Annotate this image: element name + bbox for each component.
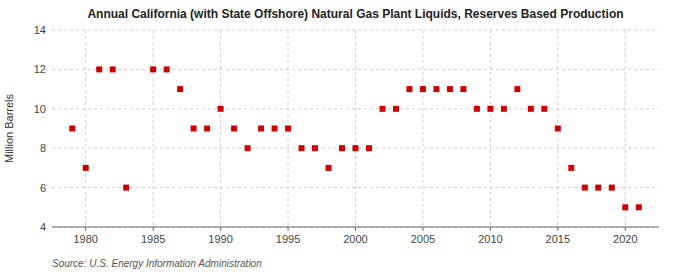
point: [379, 106, 385, 112]
y-tick-label: 12: [34, 63, 46, 75]
x-grid-line: [153, 30, 154, 227]
y-axis-label: Million Barrels: [3, 93, 15, 163]
point: [258, 126, 264, 132]
x-axis-line: [52, 227, 659, 228]
x-tick: [490, 227, 491, 231]
source-note: Source: U.S. Energy Information Administ…: [52, 258, 262, 269]
points: [69, 66, 642, 210]
x-tick: [557, 227, 558, 231]
point: [487, 106, 493, 112]
axes: 4 6 8 10 12 14 1980 1985 1990 1995 2000 2005 2010 201…: [34, 24, 659, 245]
point: [541, 106, 547, 112]
x-tick-label: 2020: [613, 233, 637, 245]
x-tick: [85, 227, 86, 231]
point: [514, 86, 520, 92]
point: [204, 126, 210, 132]
x-grid-line: [490, 30, 491, 227]
point: [96, 66, 102, 72]
point: [406, 86, 412, 92]
x-tick-label: 2010: [478, 233, 502, 245]
x-tick: [220, 227, 221, 231]
point: [326, 165, 332, 171]
point: [474, 106, 480, 112]
point: [460, 86, 466, 92]
point: [433, 86, 439, 92]
point: [272, 126, 278, 132]
chart: Annual California (with State Offshore) …: [0, 0, 675, 275]
point: [595, 185, 601, 191]
point: [339, 145, 345, 151]
point: [245, 145, 251, 151]
point: [366, 145, 372, 151]
x-tick-label: 2015: [546, 233, 570, 245]
x-tick-label: 2000: [343, 233, 367, 245]
point: [555, 126, 561, 132]
point: [447, 86, 453, 92]
x-grid-line: [625, 30, 626, 227]
point: [622, 204, 628, 210]
point: [528, 106, 534, 112]
x-tick-label: 1985: [141, 233, 165, 245]
x-tick: [288, 227, 289, 231]
point: [123, 185, 129, 191]
point: [299, 145, 305, 151]
y-tick-label: 14: [34, 24, 46, 36]
point: [218, 106, 224, 112]
y-tick-label: 6: [40, 182, 46, 194]
x-tick: [422, 227, 423, 231]
grid: [52, 30, 659, 227]
point: [568, 165, 574, 171]
x-tick: [153, 227, 154, 231]
x-tick-label: 1990: [208, 233, 232, 245]
point: [110, 66, 116, 72]
x-tick-label: 2005: [411, 233, 435, 245]
y-grid-line: [52, 69, 659, 70]
point: [164, 66, 170, 72]
point: [393, 106, 399, 112]
x-tick: [355, 227, 356, 231]
y-tick-label: 8: [40, 142, 46, 154]
point: [177, 86, 183, 92]
point: [69, 126, 75, 132]
title: Annual California (with State Offshore) …: [87, 7, 623, 21]
y-grid-line: [52, 227, 659, 228]
point: [285, 126, 291, 132]
y-tick-label: 10: [34, 103, 46, 115]
point: [501, 106, 507, 112]
x-grid-line: [220, 30, 221, 227]
point: [609, 185, 615, 191]
point: [191, 126, 197, 132]
x-tick: [625, 227, 626, 231]
point: [636, 204, 642, 210]
point: [582, 185, 588, 191]
point: [353, 145, 359, 151]
x-grid-line: [355, 30, 356, 227]
point: [312, 145, 318, 151]
y-tick-label: 4: [40, 221, 46, 233]
point: [83, 165, 89, 171]
point: [231, 126, 237, 132]
point: [420, 86, 426, 92]
x-grid-line: [422, 30, 423, 227]
x-tick-label: 1995: [276, 233, 300, 245]
x-grid-line: [85, 30, 86, 227]
x-tick-label: 1980: [73, 233, 97, 245]
point: [150, 66, 156, 72]
